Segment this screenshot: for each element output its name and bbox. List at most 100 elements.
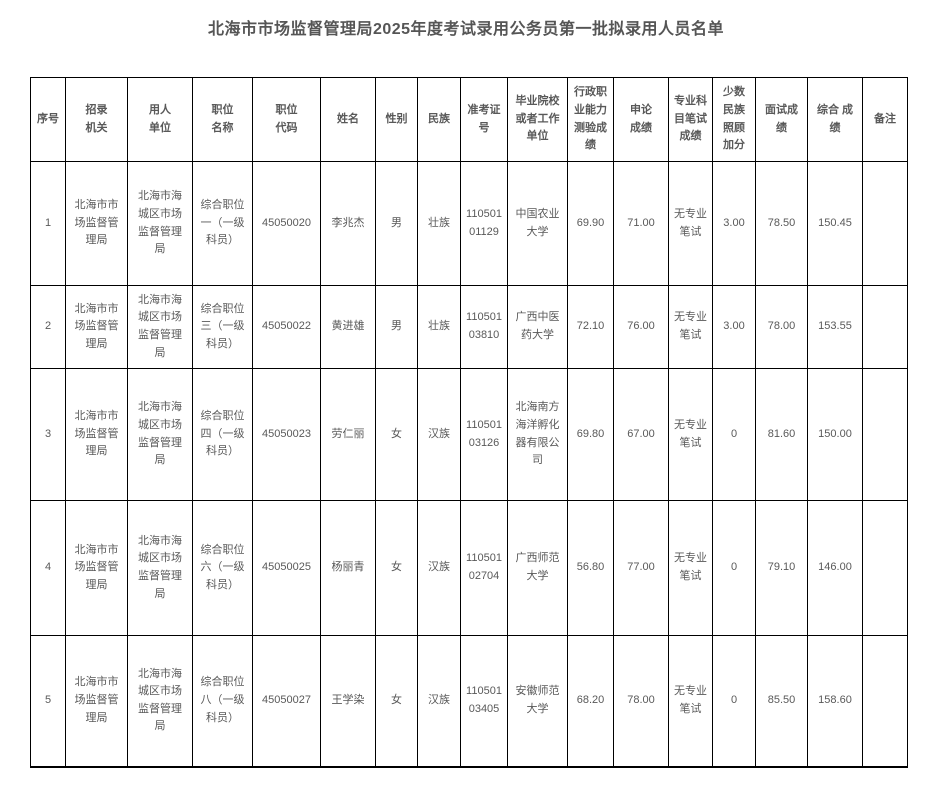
column-header: 性别 [375,77,418,162]
header-row: 序号 招录 机关 用人 单位 职位 名称 职位 代码 姓名 性别 民族 准考证 号毕业院校 或者… [30,77,908,162]
table-cell: 中国农业 大学 [507,161,568,286]
table-cell: 杨丽青 [320,500,376,636]
table-cell: 45050025 [252,500,321,636]
table-cell: 56.80 [567,500,614,636]
table-cell: 女 [375,500,418,636]
table-cell: 150.45 [807,161,863,286]
table-cell: 110501 01129 [460,161,508,286]
table-cell: 广西中医 药大学 [507,285,568,369]
column-header: 行政职 业能力 测验成 绩 [567,77,614,162]
table-cell: 71.00 [613,161,669,286]
table-cell: 北海南方 海洋孵化 器有限公 司 [507,368,568,501]
table-cell: 150.00 [807,368,863,501]
column-header: 备注 [862,77,908,162]
table-cell: 79.10 [755,500,808,636]
column-header: 招录 机关 [65,77,128,162]
table-row: 4 北海市市 场监督管 理局 北海市海 城区市场 监督管理 局综合职位 六（一级 科… [30,500,908,636]
table-header: 序号 招录 机关 用人 单位 职位 名称 职位 代码 姓名 性别 民族 准考证 号毕业院校 或者… [30,77,908,162]
table-cell: 汉族 [417,368,461,501]
column-header: 少数 民族 照顾 加分 [712,77,756,162]
table-cell: 1 [30,161,66,286]
table-cell: 北海市市 场监督管 理局 [65,368,128,501]
table-cell: 壮族 [417,161,461,286]
column-header: 民族 [417,77,461,162]
table-cell: 69.90 [567,161,614,286]
table-row: 1 北海市市 场监督管 理局 北海市海 城区市场 监督管理 局综合职位 一（一级 科… [30,161,908,286]
column-header: 用人 单位 [127,77,193,162]
table-cell: 北海市海 城区市场 监督管理 局 [127,500,193,636]
table-cell: 北海市市 场监督管 理局 [65,285,128,369]
table-cell: 综合职位 六（一级 科员） [192,500,253,636]
table-cell: 汉族 [417,635,461,767]
table-cell: 3.00 [712,161,756,286]
table-cell: 北海市市 场监督管 理局 [65,500,128,636]
table-row: 3 北海市市 场监督管 理局 北海市海 城区市场 监督管理 局综合职位 四（一级 科… [30,368,908,501]
column-header: 综合 成 绩 [807,77,863,162]
table-cell [862,368,908,501]
table-cell: 110501 03405 [460,635,508,767]
table-cell: 综合职位 四（一级 科员） [192,368,253,501]
table-cell: 67.00 [613,368,669,501]
table-cell: 男 [375,285,418,369]
table-cell: 158.60 [807,635,863,767]
table-cell: 0 [712,635,756,767]
table-cell: 3 [30,368,66,501]
table-cell: 72.10 [567,285,614,369]
table-cell: 女 [375,368,418,501]
table-cell: 汉族 [417,500,461,636]
table-cell: 无专业 笔试 [668,368,713,501]
column-header: 毕业院校 或者工作 单位 [507,77,568,162]
table-cell: 无专业 笔试 [668,161,713,286]
table-cell: 45050023 [252,368,321,501]
table-cell: 78.50 [755,161,808,286]
table-cell: 85.50 [755,635,808,767]
table-cell: 45050027 [252,635,321,767]
recruitment-roster-table: 序号 招录 机关 用人 单位 职位 名称 职位 代码 姓名 性别 民族 准考证 号毕业院校 或者… [30,77,908,768]
column-header: 序号 [30,77,66,162]
table-cell [862,161,908,286]
table-cell: 综合职位 三（一级 科员） [192,285,253,369]
table-cell: 146.00 [807,500,863,636]
table-cell: 无专业 笔试 [668,500,713,636]
table-cell: 李兆杰 [320,161,376,286]
table-cell: 北海市市 场监督管 理局 [65,635,128,767]
table-cell: 北海市海 城区市场 监督管理 局 [127,635,193,767]
table-cell: 76.00 [613,285,669,369]
table-cell: 无专业 笔试 [668,285,713,369]
table-cell: 110501 02704 [460,500,508,636]
column-header: 职位 代码 [252,77,321,162]
table-cell: 81.60 [755,368,808,501]
page-title: 北海市市场监督管理局2025年度考试录用公务员第一批拟录用人员名单 [207,21,725,38]
table-cell: 王学染 [320,635,376,767]
column-header: 专业科 目笔试 成绩 [668,77,713,162]
table-cell [862,500,908,636]
table-cell: 5 [30,635,66,767]
table-cell: 北海市海 城区市场 监督管理 局 [127,161,193,286]
table-cell: 北海市海 城区市场 监督管理 局 [127,368,193,501]
table-cell: 2 [30,285,66,369]
table-cell: 女 [375,635,418,767]
column-header: 申论 成绩 [613,77,669,162]
table-cell: 无专业 笔试 [668,635,713,767]
column-header: 职位 名称 [192,77,253,162]
table-cell: 3.00 [712,285,756,369]
table-row: 5 北海市市 场监督管 理局 北海市海 城区市场 监督管理 局综合职位 八（一级 科… [30,635,908,767]
table-cell [862,285,908,369]
table-cell: 安徽师范 大学 [507,635,568,767]
table-cell: 68.20 [567,635,614,767]
column-header: 面试成 绩 [755,77,808,162]
table-cell: 综合职位 一（一级 科员） [192,161,253,286]
table-cell: 综合职位 八（一级 科员） [192,635,253,767]
table-cell: 0 [712,500,756,636]
table-cell: 78.00 [613,635,669,767]
table-cell: 69.80 [567,368,614,501]
table-cell: 男 [375,161,418,286]
table-cell: 劳仁丽 [320,368,376,501]
table-cell: 78.00 [755,285,808,369]
table-cell: 广西师范 大学 [507,500,568,636]
table-cell: 黄进雄 [320,285,376,369]
table-row: 2 北海市市 场监督管 理局 北海市海 城区市场 监督管理 局综合职位 三（一级 科… [30,285,908,369]
table-cell: 45050022 [252,285,321,369]
table-body: 1 北海市市 场监督管 理局 北海市海 城区市场 监督管理 局综合职位 一（一级 科… [30,161,908,767]
table-cell: 153.55 [807,285,863,369]
